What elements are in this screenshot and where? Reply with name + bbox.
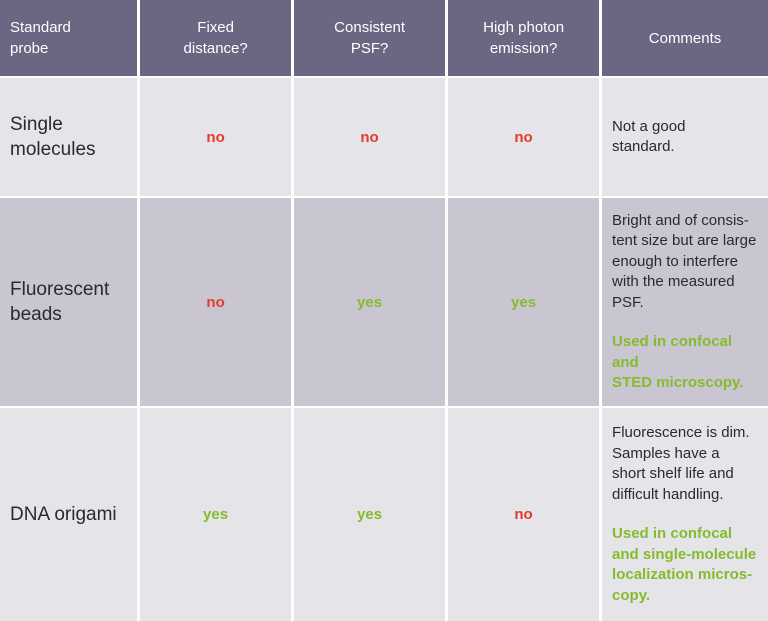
high-photon-emission-value: no bbox=[514, 128, 533, 146]
header-fixed-distance-text: Fixed distance? bbox=[183, 19, 248, 57]
header-consistent-psf-text: Consistent PSF? bbox=[334, 19, 406, 57]
probe-name: Fluorescent beads bbox=[10, 279, 110, 325]
consistent-psf-value: yes bbox=[357, 506, 383, 523]
consistent-psf-cell: yes bbox=[294, 408, 446, 621]
header-standard-probe-text: Standard probe bbox=[10, 19, 71, 57]
comment-text: Bright and of consis- tent size but are … bbox=[612, 211, 757, 311]
probe-name: DNA origami bbox=[10, 504, 117, 525]
probe-cell: DNA origami bbox=[0, 408, 138, 621]
comment-text: Not a good standard. bbox=[612, 117, 686, 156]
fixed-distance-value: yes bbox=[203, 506, 229, 523]
consistent-psf-value: yes bbox=[357, 293, 383, 311]
header-consistent-psf: Consistent PSF? bbox=[294, 0, 446, 76]
fixed-distance-cell: yes bbox=[140, 408, 292, 621]
comment-cell: Fluorescence is dim. Samples have a shor… bbox=[602, 408, 768, 621]
usage-note: Used in confocal and STED microscopy. bbox=[612, 333, 744, 391]
header-high-photon-emission: High photon emission? bbox=[448, 0, 600, 76]
table-row: Fluorescent beads no yes yes Bright and … bbox=[0, 198, 768, 406]
header-comments-text: Comments bbox=[648, 29, 722, 47]
table-header-row: Standard probe Fixed distance? Consisten… bbox=[0, 0, 768, 76]
header-comments: Comments bbox=[602, 0, 768, 76]
fixed-distance-value: no bbox=[206, 293, 225, 311]
consistent-psf-cell: yes bbox=[294, 198, 446, 406]
consistent-psf-cell: no bbox=[294, 78, 446, 196]
header-fixed-distance: Fixed distance? bbox=[140, 0, 292, 76]
high-photon-emission-cell: yes bbox=[448, 198, 600, 406]
high-photon-emission-cell: no bbox=[448, 408, 600, 621]
comment-cell: Not a good standard. bbox=[602, 78, 768, 196]
usage-note: Used in confocal and single-molecule loc… bbox=[612, 525, 757, 604]
probe-name: Single molecules bbox=[10, 114, 96, 160]
high-photon-emission-value: no bbox=[514, 506, 533, 523]
header-high-photon-emission-text: High photon emission? bbox=[483, 19, 565, 57]
consistent-psf-value: no bbox=[360, 128, 379, 146]
fixed-distance-cell: no bbox=[140, 198, 292, 406]
high-photon-emission-cell: no bbox=[448, 78, 600, 196]
fixed-distance-cell: no bbox=[140, 78, 292, 196]
comment-cell: Bright and of consis- tent size but are … bbox=[602, 198, 768, 406]
comment-text: Fluorescence is dim. Samples have a shor… bbox=[612, 424, 750, 503]
probe-cell: Single molecules bbox=[0, 78, 138, 196]
probe-cell: Fluorescent beads bbox=[0, 198, 138, 406]
table-row: Single molecules no no no Not a good sta… bbox=[0, 78, 768, 196]
table-row: DNA origami yes yes no Fluorescence is d… bbox=[0, 408, 768, 621]
header-standard-probe: Standard probe bbox=[0, 0, 138, 76]
fixed-distance-value: no bbox=[206, 128, 225, 146]
high-photon-emission-value: yes bbox=[511, 293, 537, 311]
